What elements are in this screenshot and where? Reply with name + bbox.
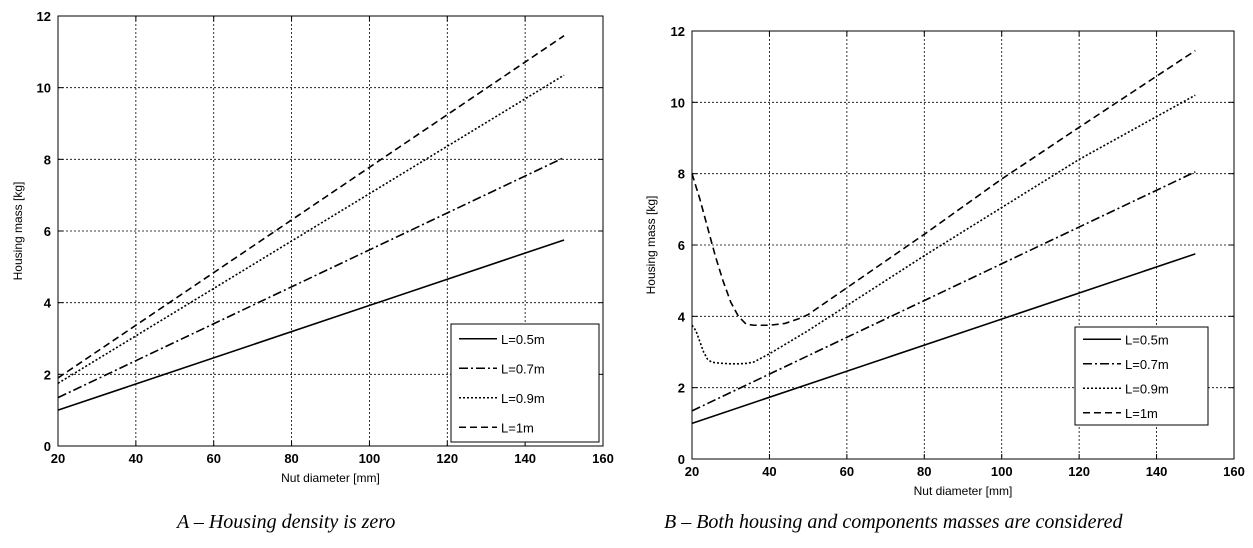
series-line-l1m — [691, 49, 1196, 327]
x-tick-label: 120 — [1068, 464, 1090, 479]
y-tick-label: 2 — [44, 367, 51, 382]
series-line-l09m — [691, 94, 1196, 365]
series-line-l07m — [691, 171, 1196, 412]
y-tick-label: 4 — [44, 296, 52, 311]
x-axis-label: Nut diameter [mm] — [281, 471, 380, 485]
x-tick-label: 140 — [514, 451, 536, 466]
legend-label: L=0.5m — [1125, 332, 1169, 347]
legend-label: L=1m — [501, 420, 534, 435]
series-line-l1m — [57, 35, 565, 379]
y-tick-label: 0 — [44, 439, 51, 454]
legend-label: L=1m — [1125, 406, 1158, 421]
legend-label: L=0.7m — [501, 361, 545, 376]
x-tick-label: 60 — [206, 451, 220, 466]
y-tick-label: 4 — [678, 309, 686, 324]
y-tick-label: 6 — [678, 238, 685, 253]
legend-box — [450, 323, 600, 443]
y-axis-label: Housing mass [kg] — [644, 196, 658, 295]
series-line-l05m — [57, 239, 565, 411]
x-tick-label: 140 — [1146, 464, 1168, 479]
chart-panel-b: 20 40 60 80 100 120 140 160 0 2 4 6 8 10 12 Nut diamete… — [644, 24, 1245, 498]
caption-b: B – Both housing and components masses a… — [664, 511, 1123, 533]
x-tick-label: 160 — [592, 451, 614, 466]
series-line-l07m — [57, 156, 565, 399]
y-axis-label: Housing mass [kg] — [11, 182, 25, 281]
x-tick-label: 20 — [685, 464, 699, 479]
x-tick-label: 20 — [51, 451, 65, 466]
x-tick-label: 40 — [129, 451, 143, 466]
legend-label: L=0.7m — [1125, 357, 1169, 372]
y-tick-label: 10 — [37, 81, 51, 96]
legend: L=0.5m L=0.7m L=0.9m L=1m — [1074, 326, 1209, 426]
y-tick-label: 6 — [44, 224, 51, 239]
x-tick-label: 100 — [991, 464, 1013, 479]
legend: L=0.5m L=0.7m L=0.9m L=1m — [450, 323, 600, 443]
legend-label: L=0.5m — [501, 332, 545, 347]
legend-label: L=0.9m — [501, 391, 545, 406]
y-tick-label: 0 — [678, 452, 685, 467]
series-line-l09m — [57, 74, 565, 384]
x-tick-label: 80 — [284, 451, 298, 466]
x-tick-label: 100 — [359, 451, 381, 466]
x-tick-label: 40 — [762, 464, 776, 479]
series-line-l05m — [691, 253, 1196, 425]
chart-panel-a: 20 40 60 80 100 120 140 160 0 2 4 6 8 10 12 Nut diamete… — [11, 9, 614, 485]
y-tick-label: 10 — [671, 95, 685, 110]
x-tick-label: 120 — [436, 451, 458, 466]
y-tick-label: 8 — [44, 152, 51, 167]
x-tick-label: 60 — [840, 464, 854, 479]
y-tick-label: 2 — [678, 381, 685, 396]
legend-label: L=0.9m — [1125, 381, 1169, 396]
x-tick-label: 160 — [1223, 464, 1245, 479]
x-axis-label: Nut diameter [mm] — [914, 484, 1013, 498]
x-tick-label: 80 — [917, 464, 931, 479]
y-tick-label: 8 — [678, 167, 685, 182]
y-tick-label: 12 — [671, 24, 685, 39]
y-tick-label: 12 — [37, 9, 51, 24]
caption-a: A – Housing density is zero — [177, 511, 396, 533]
legend-box — [1074, 326, 1209, 426]
